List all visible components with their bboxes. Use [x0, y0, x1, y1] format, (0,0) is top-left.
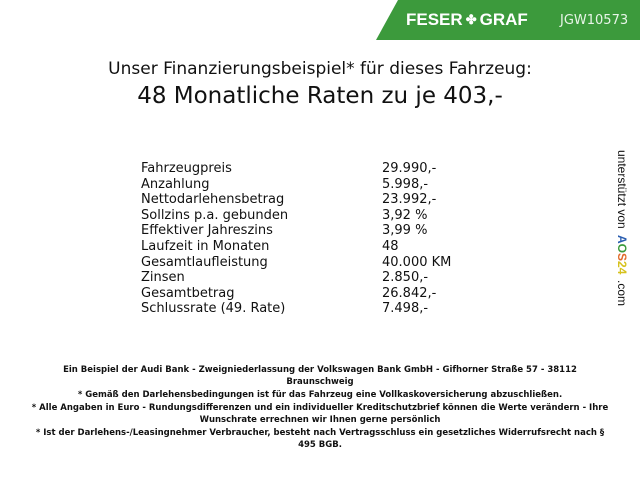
row-label: Sollzins p.a. gebunden: [141, 207, 289, 223]
row-value: 7.498,-: [382, 301, 429, 317]
row-label: Gesamtbetrag: [141, 285, 235, 301]
footer-note-euro: * Alle Angaben in Euro - Rundungsdiffere…: [31, 403, 609, 425]
supported-by-text: unterstützt von: [615, 150, 629, 229]
footer-note-revocation: * Ist der Darlehens-/Leasingnehmer Verbr…: [35, 428, 605, 450]
row-label: Gesamtlaufleistung: [141, 254, 268, 270]
supported-by: unterstützt von AOS24 .com: [614, 150, 630, 306]
row-value: 3,99 %: [382, 223, 428, 239]
brand-name-1: FESER: [406, 10, 463, 29]
row-label: Zinsen: [141, 270, 185, 286]
row-label: Fahrzeugpreis: [141, 161, 232, 176]
table-row: Nettodarlehensbetrag 23.992,-: [141, 192, 451, 208]
table-row: Laufzeit in Monaten 48: [141, 239, 451, 255]
table-row: Sollzins p.a. gebunden 3,92 %: [141, 208, 451, 224]
footer-note-insurance: * Gemäß den Darlehensbedingungen ist für…: [77, 390, 563, 400]
row-value: 3,92 %: [382, 207, 428, 223]
row-value: 29.990,-: [382, 161, 437, 176]
clover-icon: ✤: [465, 12, 477, 27]
table-row: Zinsen 2.850,-: [141, 270, 451, 286]
row-value: 23.992,-: [382, 192, 437, 208]
row-label: Laufzeit in Monaten: [141, 238, 270, 254]
brand-name-2: GRAF: [479, 10, 528, 29]
table-row: Schlussrate (49. Rate) 7.498,-: [141, 301, 451, 317]
row-label: Effektiver Jahreszins: [141, 223, 273, 239]
row-label: Anzahlung: [141, 176, 210, 192]
row-label: Schlussrate (49. Rate): [141, 301, 286, 317]
footer-notes: Ein Beispiel der Audi Bank - Zweignieder…: [30, 364, 610, 452]
footer-bank: Ein Beispiel der Audi Bank - Zweignieder…: [63, 365, 577, 387]
table-row: Effektiver Jahreszins 3,99 %: [141, 223, 451, 239]
dealer-logo: FESER ✤ GRAF: [406, 10, 528, 30]
finance-table: Fahrzeugpreis 29.990,- Anzahlung 5.998,- Net…: [141, 161, 451, 317]
domain-suffix: .com: [615, 280, 629, 307]
row-value: 26.842,-: [382, 285, 437, 301]
title-line1: Unser Finanzierungsbeispiel* für dieses …: [108, 59, 532, 79]
table-row: Gesamtbetrag 26.842,-: [141, 286, 451, 302]
dealer-banner: FESER ✤ GRAF JGW10573: [376, 0, 640, 40]
table-row: Anzahlung 5.998,-: [141, 177, 451, 193]
table-row: Fahrzeugpreis 29.990,-: [141, 161, 451, 177]
row-value: 5.998,-: [382, 176, 429, 192]
vehicle-code: JGW10573: [560, 13, 629, 28]
table-row: Gesamtlaufleistung 40.000 KM: [141, 255, 451, 271]
row-label: Nettodarlehensbetrag: [141, 192, 285, 208]
aos24-logo: AOS24: [615, 234, 629, 275]
row-value: 40.000 KM: [382, 254, 452, 270]
title-line2: 48 Monatliche Raten zu je 403,-: [137, 83, 503, 109]
title-block: Unser Finanzierungsbeispiel* für dieses …: [20, 58, 620, 110]
row-value: 2.850,-: [382, 270, 429, 286]
row-value: 48: [382, 238, 399, 254]
